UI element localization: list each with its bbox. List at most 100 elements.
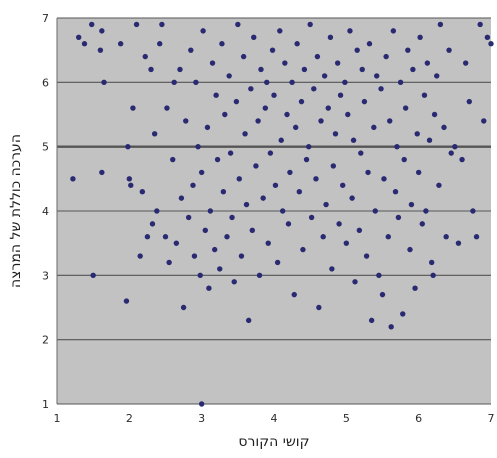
data-point xyxy=(291,291,297,298)
data-point xyxy=(340,182,346,188)
y-tick-label: 2 xyxy=(42,334,49,347)
data-point xyxy=(354,47,360,53)
data-point xyxy=(423,208,429,214)
data-point xyxy=(459,156,465,163)
data-point xyxy=(428,259,435,266)
data-point xyxy=(202,227,208,233)
y-tick-label: 3 xyxy=(42,269,49,282)
data-point xyxy=(272,182,279,188)
data-point xyxy=(385,234,391,240)
gridlines xyxy=(56,17,491,405)
data-point xyxy=(342,79,348,86)
data-point xyxy=(431,111,438,118)
data-point xyxy=(455,240,462,246)
data-point xyxy=(294,41,300,47)
data-point xyxy=(190,182,196,188)
data-point xyxy=(236,176,242,182)
data-point xyxy=(243,201,250,208)
data-point xyxy=(159,21,165,28)
data-point xyxy=(277,28,283,34)
data-point xyxy=(171,79,177,86)
y-tick-label: 7 xyxy=(42,12,49,25)
data-point xyxy=(229,214,235,221)
data-point xyxy=(185,214,192,221)
data-point xyxy=(198,401,205,407)
data-point xyxy=(452,143,458,150)
data-point xyxy=(260,195,266,201)
data-point xyxy=(233,98,240,105)
data-point xyxy=(374,73,380,79)
data-point xyxy=(264,79,270,86)
data-point xyxy=(231,279,237,285)
data-point xyxy=(318,118,324,124)
data-point xyxy=(306,143,312,150)
data-point xyxy=(213,92,219,98)
data-point xyxy=(282,60,288,66)
data-point xyxy=(245,317,252,324)
data-point xyxy=(285,221,292,227)
data-point xyxy=(193,79,199,86)
data-point xyxy=(412,285,418,291)
data-point xyxy=(424,60,431,66)
data-point xyxy=(178,195,185,201)
data-point xyxy=(371,124,377,131)
data-point xyxy=(287,169,293,176)
data-point xyxy=(289,79,295,86)
data-point xyxy=(183,118,189,124)
data-point xyxy=(383,53,389,60)
data-point xyxy=(255,118,261,124)
data-point xyxy=(154,208,160,214)
data-point xyxy=(166,259,172,266)
data-point xyxy=(345,111,351,118)
data-point xyxy=(157,41,163,47)
data-point xyxy=(448,150,454,156)
data-point xyxy=(405,47,411,53)
data-point xyxy=(394,143,400,150)
data-point xyxy=(400,311,406,317)
data-point xyxy=(284,111,290,118)
data-point xyxy=(356,227,363,233)
data-point xyxy=(466,98,472,105)
data-point xyxy=(101,79,107,86)
x-tick-label: 5 xyxy=(343,412,350,425)
data-point xyxy=(323,201,329,208)
data-point xyxy=(365,169,371,176)
data-point xyxy=(343,240,350,246)
data-point xyxy=(148,66,154,73)
data-point xyxy=(352,279,358,285)
x-tick-label: 3 xyxy=(198,412,205,425)
data-point xyxy=(227,150,234,156)
data-point xyxy=(321,73,328,79)
data-point xyxy=(320,234,326,240)
data-point xyxy=(350,137,357,143)
data-point xyxy=(430,272,436,279)
data-point xyxy=(426,137,433,143)
data-point xyxy=(211,246,218,253)
data-point xyxy=(397,79,404,86)
data-point xyxy=(337,92,344,98)
data-point xyxy=(99,28,105,34)
data-point xyxy=(437,21,444,28)
data-point xyxy=(151,131,158,137)
data-point xyxy=(219,41,225,47)
data-point xyxy=(248,86,254,92)
x-axis-ticks: 1 2 3 4 5 6 7 xyxy=(54,412,495,425)
data-point xyxy=(238,253,245,259)
data-point xyxy=(197,272,203,279)
data-point xyxy=(70,176,76,182)
data-point xyxy=(376,272,382,279)
data-point xyxy=(390,28,397,34)
data-point xyxy=(235,21,241,28)
data-point xyxy=(366,41,373,47)
data-point xyxy=(226,73,232,79)
data-point xyxy=(267,150,274,156)
data-point xyxy=(258,66,264,73)
data-point xyxy=(410,66,416,73)
data-point xyxy=(195,143,201,150)
data-point xyxy=(401,156,407,163)
data-point xyxy=(334,60,341,66)
data-point xyxy=(133,21,140,28)
y-axis-ticks: 1 2 3 4 5 6 7 xyxy=(42,12,49,411)
data-point xyxy=(126,176,133,182)
data-point xyxy=(81,41,88,47)
